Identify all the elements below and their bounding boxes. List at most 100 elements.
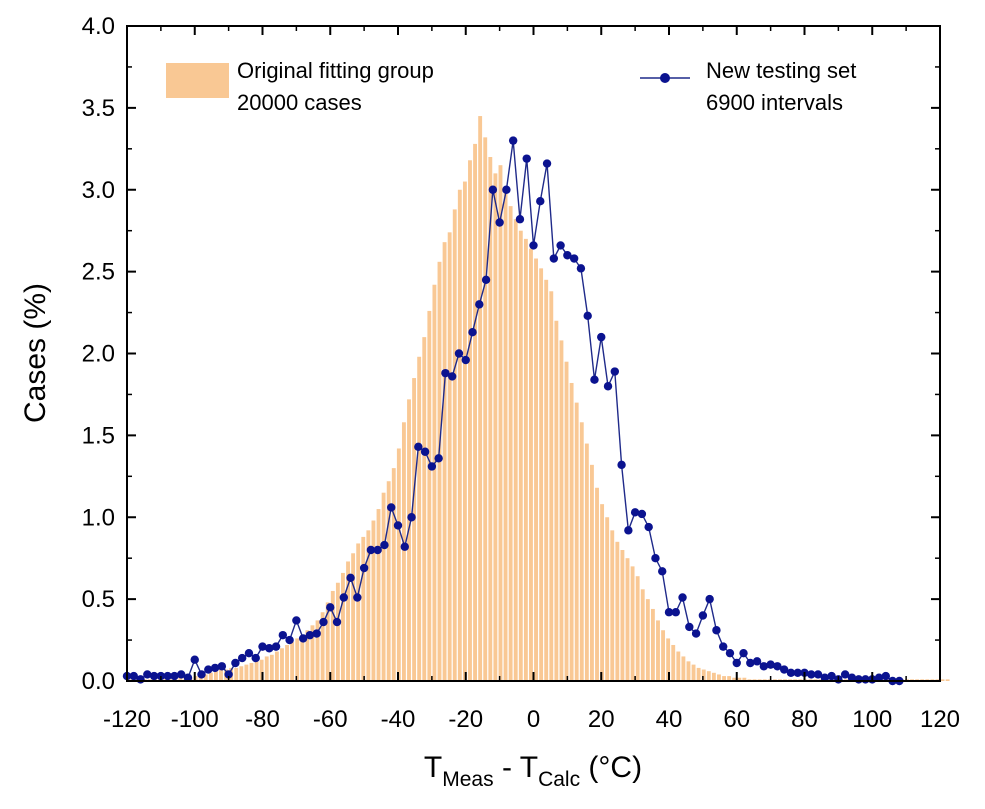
testing-set-point [332,617,342,627]
histogram-bar [671,644,676,681]
x-tick-label: -120 [103,706,151,733]
testing-set-point [454,349,464,358]
y-tick-label: 3.5 [82,95,115,122]
testing-set-point [292,616,301,625]
histogram-bar [468,160,472,681]
testing-set-point [420,447,430,456]
x-tick-label: 120 [920,706,960,733]
histogram-bar [666,638,671,681]
testing-set-point [685,622,694,632]
testing-set-point [231,658,240,668]
testing-set-point [508,136,518,145]
histogram-bar [447,232,452,681]
testing-set-point [698,611,708,620]
y-tick-label: 0.0 [82,668,115,695]
histogram-bar [330,590,335,681]
histogram-bar [280,648,284,681]
testing-set-point [129,671,138,681]
x-tick-label: 40 [656,706,683,733]
y-tick-label: 2.0 [82,341,115,368]
testing-set-point [149,671,159,681]
testing-set-point [719,642,728,651]
histogram-bar [589,464,594,681]
testing-set-point [847,673,857,682]
testing-set-point [143,670,152,679]
testing-set-line [127,140,900,682]
histogram-bar [579,422,584,681]
testing-set-point [779,665,789,674]
testing-set-point [441,368,450,378]
testing-set-point [278,630,288,640]
histogram-bar [254,661,259,681]
histogram-bar [401,422,406,681]
histogram-bar [574,402,579,681]
testing-set-point [617,460,626,470]
histogram-bar [295,638,300,681]
histogram-bar [717,674,721,681]
histogram-bar [584,443,589,681]
histogram-bar [264,656,269,681]
testing-set-point [224,670,233,679]
histogram-bar [412,378,417,681]
x-tick-label: -20 [448,706,483,733]
testing-set-point [725,648,735,658]
axis-ticks: -120 -100 -80 -60 -40 -20 0 20 40 60 80 100 120 0.0 0.… [82,13,960,733]
testing-set-point [346,573,355,583]
histogram-bar [335,582,340,681]
histogram-bar [529,248,533,681]
testing-set-point [434,454,443,463]
histogram-bar [396,448,401,681]
testing-set-point [752,657,762,666]
histogram-bar [239,666,244,681]
histogram-bar [650,608,655,681]
testing-set-point [163,671,172,681]
testing-set-point [732,658,741,668]
testing-set-point [170,671,179,681]
testing-set-point [630,508,640,517]
testing-set-point [786,668,796,678]
histogram-bar [315,620,320,681]
histogram-bar [696,667,701,681]
histogram-bars [127,116,950,682]
legend-bar-swatch [166,63,229,98]
histogram-bar [341,572,345,681]
testing-set-point [136,675,145,684]
testing-set-point [475,300,484,309]
testing-set-point [244,648,254,658]
x-axis-title-tail: (°C) [580,751,642,784]
testing-set-point [197,670,206,679]
histogram-bar [325,602,330,681]
testing-set-point [610,367,619,376]
testing-set-point [190,655,199,664]
histogram-bar [605,517,610,681]
testing-set-point [691,629,701,638]
histogram-bar [437,261,442,681]
histogram-bar [945,679,950,681]
testing-set-point [644,522,653,532]
histogram-bar [940,679,945,681]
histogram-bar [478,116,483,681]
histogram-bar [427,310,432,681]
testing-set-point [569,254,579,263]
testing-set-point [258,642,267,651]
histogram-bar [493,173,498,681]
testing-set-point [359,563,369,573]
histogram-bar [595,487,599,681]
testing-set-point [583,311,592,321]
histogram-bar [432,284,437,681]
x-tick-label: 60 [723,706,750,733]
x-tick-label: -40 [381,706,416,733]
testing-set-point [793,668,802,678]
testing-set-point [813,670,823,679]
testing-set-point [237,653,247,663]
testing-set-point [746,658,755,668]
testing-set-point [502,185,511,194]
testing-set-point [597,332,606,342]
testing-set-point [305,630,315,640]
histogram-bar [706,671,711,681]
testing-set-point [590,375,599,384]
testing-set-point [326,603,335,612]
histogram-bar [569,382,574,681]
histogram-bar [701,669,706,681]
testing-set-point [468,328,477,337]
